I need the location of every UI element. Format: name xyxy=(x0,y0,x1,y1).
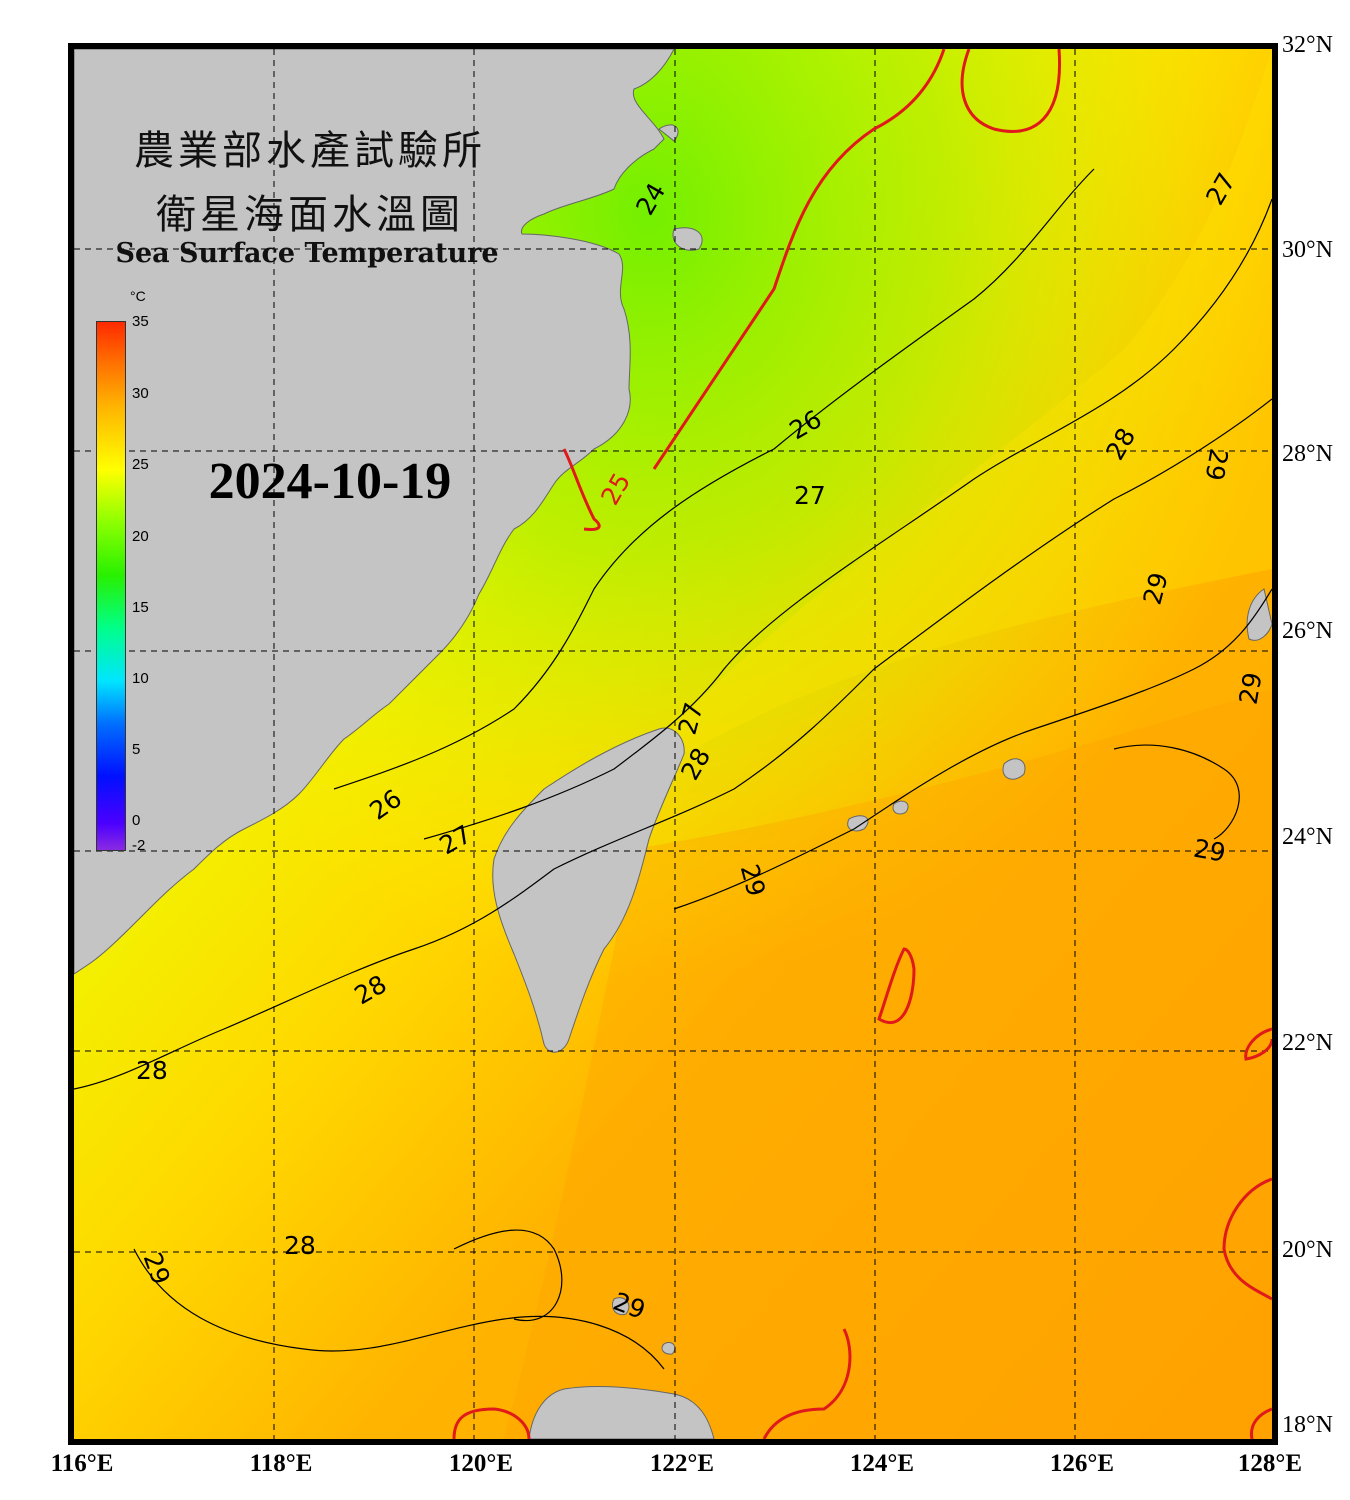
warm-band xyxy=(634,49,1272,769)
isotherm-29 xyxy=(673,588,1272,910)
colorbar-tick-5: 5 xyxy=(132,741,141,758)
colorbar-tick-20: 20 xyxy=(132,528,149,545)
lon-label-128e: 128°E xyxy=(1237,1450,1303,1477)
isotherm-26 xyxy=(333,168,1095,790)
colorbar-unit: °C xyxy=(130,288,146,304)
lon-label-120e: 120°E xyxy=(448,1450,514,1477)
isotherm-27 xyxy=(423,198,1272,840)
lon-label-118e: 118°E xyxy=(249,1450,313,1477)
date-label: 2024-10-19 xyxy=(208,453,452,510)
lat-label-24n: 24°N xyxy=(1282,824,1333,850)
colorbar-tick-15: 15 xyxy=(132,599,149,616)
colorbar-gradient xyxy=(96,321,126,851)
lon-label-122e: 122°E xyxy=(649,1450,715,1477)
lon-label-124e: 124°E xyxy=(849,1450,915,1477)
contour-label-29-se: 29 xyxy=(1191,834,1227,868)
lat-label-26n: 26°N xyxy=(1282,618,1333,644)
ryukyu-islands xyxy=(612,124,1272,1355)
colorbar-tick-minus2: -2 xyxy=(132,837,146,854)
lat-label-32n: 32°N xyxy=(1282,32,1333,58)
lon-label-126e: 126°E xyxy=(1049,1450,1115,1477)
contour-label-28-w: 28 xyxy=(136,1056,168,1085)
mainland-china xyxy=(74,49,675,975)
contour-label-29-far-ne: 29 xyxy=(1199,446,1233,482)
colorbar-tick-25: 25 xyxy=(132,456,149,473)
title-institute: 農業部水產試驗所 xyxy=(134,128,486,174)
lon-label-116e: 116°E xyxy=(50,1450,114,1477)
isotherm-25 xyxy=(652,49,946,470)
contour-label-27-north: 27 xyxy=(794,481,826,510)
sst-map: 24 25 26 27 26 27 28 27 29 29 28 29 29 2… xyxy=(74,49,1272,1439)
map-frame: 24 25 26 27 26 27 28 27 29 29 28 29 29 2… xyxy=(68,43,1278,1445)
colorbar-tick-10: 10 xyxy=(132,670,149,687)
isotherm-28 xyxy=(74,398,1272,1090)
title-english: Sea Surface Temperature xyxy=(115,238,499,269)
colorbar: °C 35 30 25 20 15 10 5 0 -2 xyxy=(96,288,176,868)
lat-label-20n: 20°N xyxy=(1282,1237,1333,1263)
isotherms xyxy=(74,168,1272,1370)
luzon xyxy=(528,1386,715,1439)
lat-label-22n: 22°N xyxy=(1282,1030,1333,1056)
lat-label-28n: 28°N xyxy=(1282,441,1333,467)
lat-label-30n: 30°N xyxy=(1282,237,1333,263)
colorbar-tick-30: 30 xyxy=(132,385,149,402)
colorbar-tick-0: 0 xyxy=(132,812,141,829)
contour-label-28-s: 28 xyxy=(284,1231,316,1260)
isotherms-red xyxy=(452,49,1272,1439)
graticule xyxy=(74,49,1272,1439)
title-product: 衛星海面水溫圖 xyxy=(156,192,464,238)
lat-label-18n: 18°N xyxy=(1282,1412,1333,1438)
colorbar-tick-35: 35 xyxy=(132,313,149,330)
contour-label-29-east2: 29 xyxy=(1234,670,1268,706)
